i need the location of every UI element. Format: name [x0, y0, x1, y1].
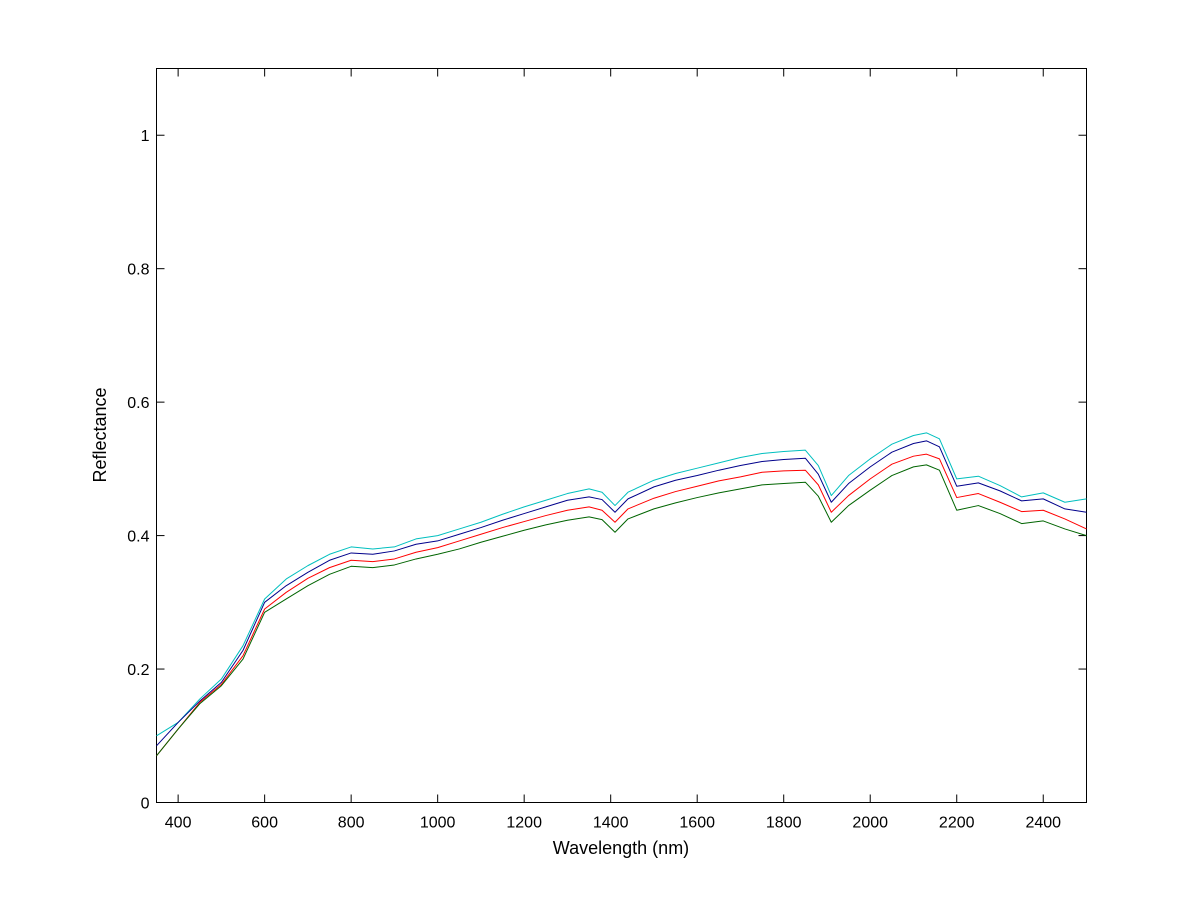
plot-frame — [156, 68, 1087, 803]
x-tick-label: 2400 — [1025, 815, 1061, 832]
series-line-4 — [156, 464, 1087, 757]
y-tick-label: 0 — [141, 796, 150, 813]
y-tick-label: 0.2 — [127, 662, 149, 679]
x-tick-label: 400 — [165, 815, 192, 832]
x-tick-label: 2200 — [939, 815, 975, 832]
x-tick-label: 1800 — [766, 815, 802, 832]
x-tick-label: 600 — [251, 815, 278, 832]
y-tick-label: 0.4 — [127, 529, 149, 546]
y-tick-label: 0.6 — [127, 395, 149, 412]
y-tick-label: 1 — [141, 128, 150, 145]
x-tick-label: 1000 — [420, 815, 456, 832]
series-lines — [156, 432, 1087, 757]
series-line-1 — [156, 432, 1087, 737]
x-tick-label: 800 — [338, 815, 365, 832]
x-tick-label: 1600 — [679, 815, 715, 832]
tick-labels: 400 600 800 1000 1200 1400 1600 1800 2000 2200 240… — [127, 128, 1061, 831]
x-axis-label: Wavelength (nm) — [553, 838, 689, 858]
x-tick-label: 1400 — [593, 815, 629, 832]
y-tick-label: 0.8 — [127, 262, 149, 279]
y-axis-label: Reflectance — [90, 387, 110, 482]
axis-ticks — [156, 68, 1087, 803]
x-tick-label: 1200 — [506, 815, 542, 832]
series-line-2 — [156, 440, 1087, 747]
series-line-3 — [156, 453, 1087, 757]
x-tick-label: 2000 — [852, 815, 888, 832]
